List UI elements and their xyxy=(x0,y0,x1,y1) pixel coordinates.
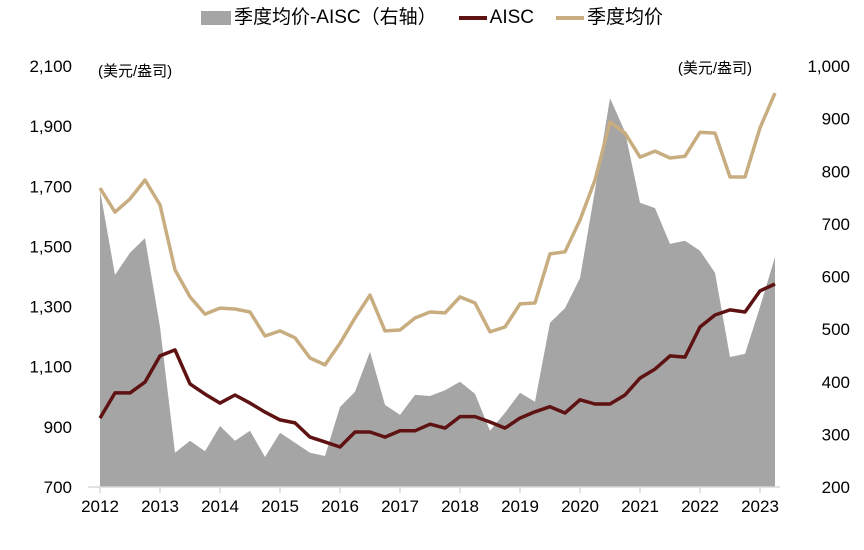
axis-layer: 2012 2013 2014 2015 2016 2017 2018 2019 2020 2021… xyxy=(29,57,850,516)
right-tick-label: 300 xyxy=(822,425,850,444)
series-line-price xyxy=(98,92,777,367)
x-tick-label: 2021 xyxy=(621,497,659,516)
x-tick-label: 2022 xyxy=(681,497,719,516)
x-tick-label: 2020 xyxy=(561,497,599,516)
legend-label-aisc: AISC xyxy=(489,7,535,28)
right-tick-label: 900 xyxy=(822,110,850,129)
legend-label-spread: 季度均价-AISC（右轴） xyxy=(233,7,437,28)
legend-swatch-spread xyxy=(200,11,231,25)
x-tick-label: 2023 xyxy=(741,497,779,516)
legend: 季度均价-AISC（右轴） AISC 季度均价 xyxy=(40,6,824,30)
legend-label-price: 季度均价 xyxy=(587,7,664,28)
x-tick-label: 2012 xyxy=(81,497,119,516)
x-tick-label: 2017 xyxy=(381,497,419,516)
right-tick-label: 500 xyxy=(822,320,850,339)
area-layer xyxy=(100,98,775,487)
legend-swatch-aisc xyxy=(458,16,487,20)
right-tick-label: 600 xyxy=(822,268,850,287)
right-tick-label: 400 xyxy=(822,373,850,392)
left-tick-label: 700 xyxy=(44,478,72,497)
x-tick-label: 2016 xyxy=(321,497,359,516)
left-tick-label: 1,100 xyxy=(29,358,72,377)
right-tick-label: 800 xyxy=(822,162,850,181)
left-tick-label: 1,900 xyxy=(29,117,72,136)
left-tick-label: 900 xyxy=(44,418,72,437)
legend-swatch-price xyxy=(556,16,585,20)
right-axis-unit: (美元/盎司) xyxy=(678,60,752,77)
right-tick-label: 1,000 xyxy=(807,57,850,76)
x-tick-label: 2015 xyxy=(261,497,299,516)
right-tick-label: 200 xyxy=(822,478,850,497)
right-tick-label: 700 xyxy=(822,215,850,234)
legend-item-aisc: AISC xyxy=(458,6,535,30)
left-tick-label: 2,100 xyxy=(29,57,72,76)
line-layer xyxy=(98,92,777,449)
x-tick-label: 2019 xyxy=(501,497,539,516)
legend-item-spread: 季度均价-AISC（右轴） xyxy=(200,6,437,30)
left-tick-label: 1,500 xyxy=(29,237,72,256)
series-area-spread xyxy=(100,98,775,487)
left-axis-unit: (美元/盎司) xyxy=(98,63,172,80)
x-tick-label: 2018 xyxy=(441,497,479,516)
series-line-aisc xyxy=(98,282,776,449)
x-tick-label: 2014 xyxy=(201,497,239,516)
left-tick-label: 1,300 xyxy=(29,298,72,317)
left-tick-label: 1,700 xyxy=(29,177,72,196)
legend-item-price: 季度均价 xyxy=(556,6,663,30)
x-tick-label: 2013 xyxy=(141,497,179,516)
